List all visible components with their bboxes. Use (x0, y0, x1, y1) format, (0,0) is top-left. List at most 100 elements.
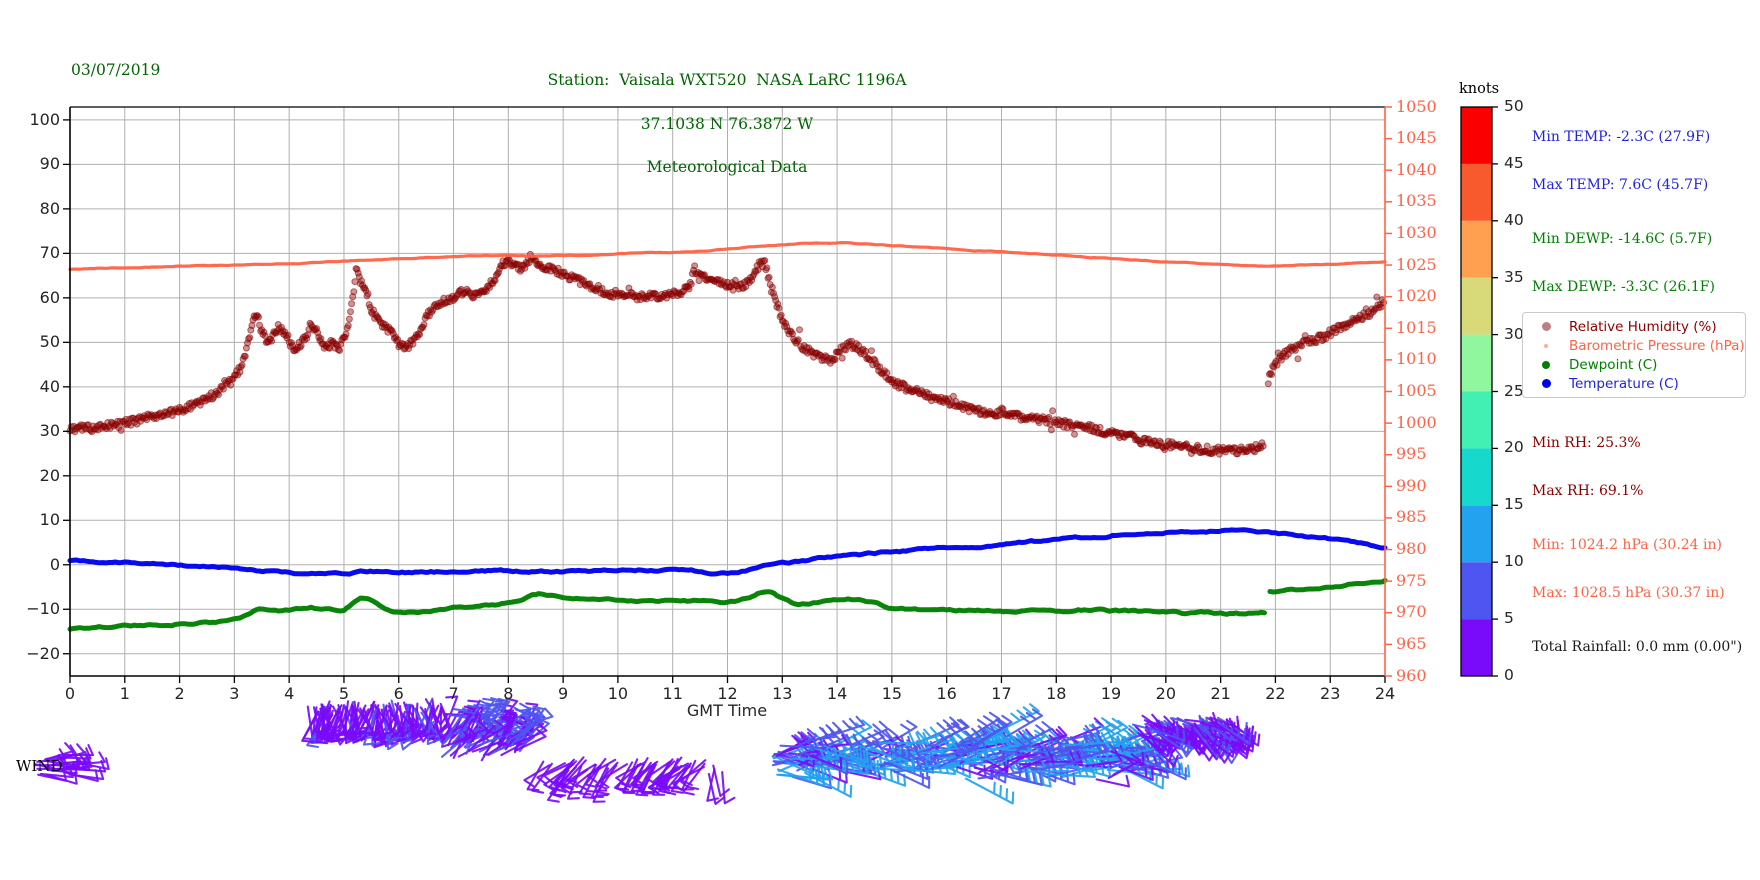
wind-speed-colorbar (1460, 106, 1498, 677)
y-right-tick-label: 1020 (1396, 286, 1437, 306)
barometric-pressure-marker-icon (1544, 343, 1548, 348)
colorbar-tick-label: 10 (1504, 552, 1524, 571)
y-left-tick-label: −20 (26, 643, 60, 663)
y-right-tick-label: 980 (1396, 539, 1427, 559)
y-right-tick-label: 975 (1396, 570, 1427, 590)
y-right-tick-label: 985 (1396, 507, 1427, 527)
x-tick-label: 17 (991, 684, 1012, 703)
y-left-tick-label: 50 (39, 332, 60, 352)
date-label: 03/07/2019 (71, 61, 161, 79)
y-left-tick-label: 90 (39, 154, 60, 174)
series-temperature-c (67, 527, 1388, 577)
x-tick-label: 16 (936, 684, 957, 703)
y-right-tick-label: 965 (1396, 633, 1427, 653)
y-left-tick-label: 60 (39, 287, 60, 307)
x-axis-label: GMT Time (686, 701, 768, 720)
title-subtitle-line: Meteorological Data (646, 158, 808, 176)
wind-barbs (33, 695, 1261, 806)
y-left-tick-label: 10 (39, 510, 60, 530)
series-dewpoint-c (67, 577, 1388, 632)
x-tick-label: 11 (662, 684, 683, 703)
legend-marker-cell (1523, 343, 1569, 348)
stat-total-rainfall: Total Rainfall: 0.0 mm (0.00") (1532, 639, 1743, 655)
title-station-line: Station: Vaisala WXT520 NASA LaRC 1196A (547, 71, 907, 89)
y-right-tick-label: 1040 (1396, 159, 1437, 179)
y-left-tick-label: 80 (39, 198, 60, 218)
axes-spines (63, 106, 1392, 683)
colorbar-tick-label: 0 (1504, 666, 1514, 684)
plot-title: Station: Vaisala WXT520 NASA LaRC 1196A … (548, 44, 907, 204)
y-right-tick-label: 1015 (1396, 317, 1437, 337)
stat-min-temp: Min TEMP: -2.3C (27.9F) (1532, 129, 1711, 145)
y-right-tick-label: 970 (1396, 602, 1427, 622)
stat-max-pressure: Max: 1028.5 hPa (30.37 in) (1532, 585, 1725, 601)
x-tick-label: 5 (338, 684, 350, 703)
title-coordinates-line: 37.1038 N 76.3872 W (640, 114, 814, 133)
colorbar-tick-label: 40 (1504, 210, 1524, 229)
wind-row-label: WIND (16, 757, 63, 775)
x-tick-label: 6 (393, 684, 404, 703)
legend-item-relative-humidity: Relative Humidity (%) (1523, 317, 1745, 336)
y-right-tick-label: 995 (1396, 444, 1427, 464)
y-right-tick-label: 1050 (1396, 96, 1437, 116)
legend-label: Temperature (C) (1569, 375, 1679, 392)
x-tick-label: 3 (229, 684, 240, 703)
x-tick-label: 4 (284, 684, 295, 703)
relative-humidity-marker-icon (1541, 322, 1551, 331)
y-right-tick-label: 1000 (1396, 412, 1437, 432)
y-left-tick-label: 100 (29, 109, 60, 129)
x-tick-label: 9 (558, 684, 569, 703)
y-left-tick-label: 40 (39, 376, 60, 396)
legend-marker-cell (1523, 360, 1569, 369)
legend-item-temperature: Temperature (C) (1523, 374, 1745, 393)
x-tick-label: 10 (607, 684, 629, 703)
legend-label: Barometric Pressure (hPa) (1569, 337, 1745, 354)
legend-label: Relative Humidity (%) (1569, 318, 1717, 335)
x-tick-label: 13 (772, 684, 793, 703)
y-right-tick-label: 990 (1396, 475, 1427, 495)
colorbar-tick-label: 35 (1504, 267, 1524, 286)
colorbar-tick-label: 30 (1504, 324, 1524, 343)
colorbar-tick-label: 25 (1504, 381, 1524, 400)
series-barometric-pressure-hpa (68, 241, 1387, 271)
data-series (66, 241, 1388, 632)
x-tick-label: 7 (448, 684, 459, 703)
x-tick-label: 20 (1155, 684, 1177, 703)
legend-marker-cell (1523, 322, 1569, 331)
colorbar-tick-label: 20 (1504, 438, 1524, 457)
y-right-tick-label: 1030 (1396, 222, 1437, 242)
x-tick-label: 0 (64, 684, 76, 703)
series-relative-humidity (66, 250, 1388, 458)
stat-max-temp: Max TEMP: 7.6C (45.7F) (1532, 177, 1709, 193)
colorbar-unit-label: knots (1459, 81, 1500, 97)
dewpoint-marker-icon (1542, 360, 1550, 369)
x-tick-label: 14 (826, 684, 848, 703)
y-right-tick-label: 1005 (1396, 381, 1437, 400)
y-left-tick-label: 30 (39, 421, 60, 441)
x-tick-label: 8 (503, 684, 514, 703)
legend-item-dewpoint: Dewpoint (C) (1523, 355, 1745, 374)
x-tick-label: 1 (119, 684, 130, 703)
colorbar-tick-label: 50 (1504, 97, 1524, 115)
stat-max-rh: Max RH: 69.1% (1532, 483, 1644, 499)
stat-min-rh: Min RH: 25.3% (1532, 435, 1641, 451)
y-left-tick-label: −10 (26, 599, 60, 619)
y-left-tick-label: 20 (39, 465, 60, 485)
colorbar-tick-label: 5 (1504, 609, 1514, 628)
legend-marker-cell (1523, 379, 1569, 388)
stat-max-dewp: Max DEWP: -3.3C (26.1F) (1532, 279, 1715, 295)
legend-item-barometric-pressure: Barometric Pressure (hPa) (1523, 336, 1745, 355)
y-right-tick-label: 960 (1396, 665, 1427, 685)
y-right-tick-label: 1025 (1396, 254, 1437, 274)
y-left-tick-label: 0 (49, 554, 60, 574)
x-tick-label: 22 (1265, 684, 1286, 703)
colorbar-tick-label: 15 (1504, 495, 1524, 514)
y-right-tick-label: 1010 (1396, 349, 1437, 369)
y-left-tick-label: 70 (39, 243, 60, 263)
stat-min-dewp: Min DEWP: -14.6C (5.7F) (1532, 231, 1713, 247)
x-tick-label: 15 (881, 684, 903, 703)
x-tick-label: 21 (1210, 684, 1231, 703)
stat-min-pressure: Min: 1024.2 hPa (30.24 in) (1532, 537, 1722, 553)
